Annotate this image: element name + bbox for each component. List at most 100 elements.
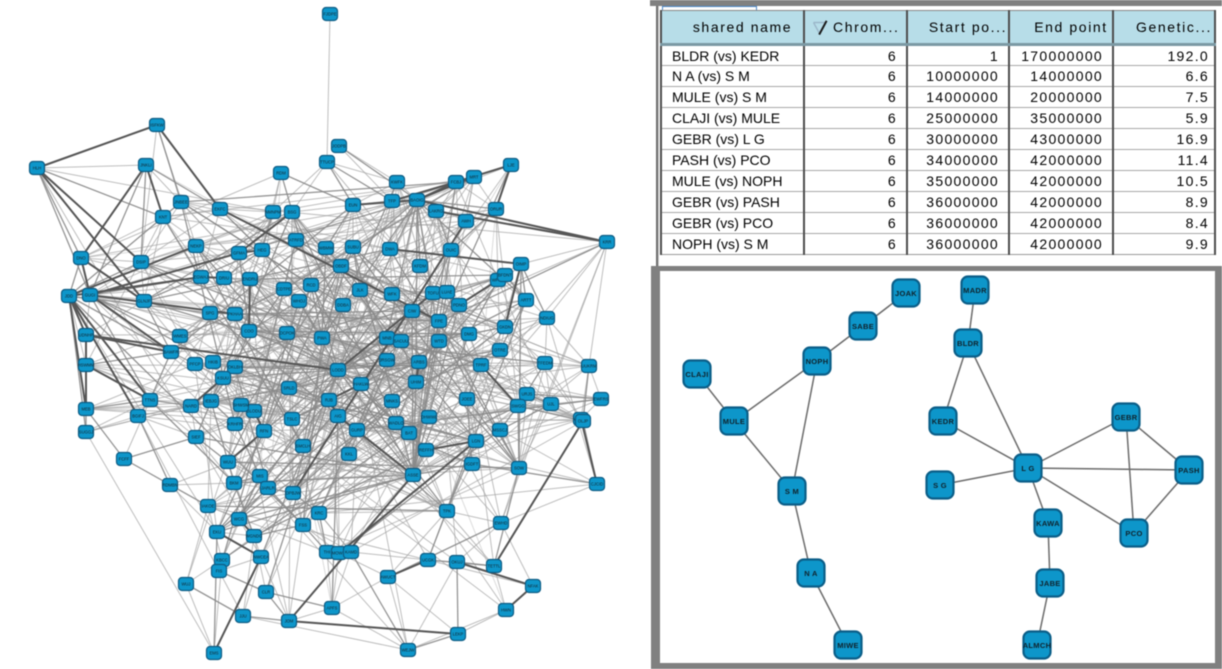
svg-text:HLH: HLH [33, 166, 41, 171]
svg-text:SABE: SABE [852, 322, 874, 331]
svg-text:HEG: HEG [257, 248, 266, 253]
svg-text:TOFU: TOFU [427, 291, 438, 296]
svg-text:KAMD: KAMD [345, 550, 357, 555]
svg-text:EKFC: EKFC [214, 207, 225, 212]
svg-text:DSIP: DSIP [136, 260, 146, 265]
svg-text:URJS: URJS [522, 392, 533, 397]
svg-text:SMCLH: SMCLH [296, 444, 311, 449]
svg-text:NMNPM: NMNPM [265, 210, 281, 215]
svg-text:MOWM: MOWM [332, 551, 347, 556]
svg-text:FPE: FPE [435, 319, 443, 324]
svg-text:WMES: WMES [173, 334, 186, 339]
svg-text:LEKP: LEKP [453, 632, 464, 637]
svg-text:JNBEE: JNBEE [174, 200, 188, 205]
svg-text:OTRE: OTRE [494, 348, 506, 353]
svg-text:CJCID: CJCID [591, 482, 603, 487]
svg-text:JOAK: JOAK [895, 289, 917, 298]
svg-text:ORUR: ORUR [490, 207, 502, 212]
svg-text:SACUU: SACUU [394, 339, 409, 344]
svg-text:EMS: EMS [209, 651, 218, 656]
svg-text:WFK: WFK [387, 292, 397, 297]
svg-text:AIG: AIG [334, 414, 341, 419]
svg-text:TSLC: TSLC [287, 417, 298, 422]
svg-text:TTNS: TTNS [145, 398, 156, 403]
svg-text:RDMBN: RDMBN [162, 483, 177, 488]
svg-text:MSSCJ: MSSCJ [493, 428, 507, 433]
svg-text:NEKP: NEKP [190, 244, 202, 249]
svg-text:OLJP: OLJP [578, 419, 589, 424]
svg-text:UJL: UJL [547, 402, 555, 407]
svg-text:FSS: FSS [299, 523, 307, 528]
svg-text:DDBA: DDBA [337, 303, 349, 308]
svg-text:IGDFT: IGDFT [466, 462, 479, 467]
svg-text:SOW: SOW [514, 466, 524, 471]
svg-text:SUBU: SUBU [347, 245, 359, 250]
svg-text:HWN: HWN [501, 608, 511, 613]
svg-text:TPRF: TPRF [476, 363, 487, 368]
svg-text:PASH: PASH [1178, 466, 1199, 475]
svg-text:WBMW: WBMW [319, 246, 333, 251]
svg-text:DWA: DWA [385, 247, 395, 252]
svg-text:RJB: RJB [325, 398, 333, 403]
svg-text:BLODU: BLODU [247, 409, 261, 414]
svg-text:UUKRM: UUKRM [581, 364, 597, 369]
svg-text:MRT: MRT [470, 175, 479, 180]
svg-text:MIWE: MIWE [837, 641, 859, 650]
svg-text:LODD: LODD [332, 368, 344, 373]
svg-text:TFEDM: TFEDM [538, 361, 553, 366]
svg-text:BAWFR: BAWFR [164, 350, 179, 355]
svg-text:GURP: GURP [351, 428, 363, 433]
svg-text:HSWMM: HSWMM [78, 363, 95, 368]
svg-text:OKUJ: OKUJ [451, 560, 462, 565]
svg-text:PKHAA: PKHAA [228, 312, 242, 317]
svg-text:ARTT: ARTT [521, 298, 532, 303]
svg-text:JARLR: JARLR [261, 486, 274, 491]
svg-text:WEJW: WEJW [402, 648, 415, 653]
svg-text:UCGK: UCGK [422, 558, 434, 563]
svg-text:DRIU: DRIU [219, 276, 229, 281]
svg-text:RCD: RCD [306, 283, 315, 288]
svg-text:PCO: PCO [1125, 529, 1142, 538]
svg-text:FCFF: FCFF [119, 457, 130, 462]
svg-text:ENDRU: ENDRU [243, 277, 258, 282]
svg-text:JDD: JDD [65, 294, 73, 299]
svg-text:NWCEA: NWCEA [253, 555, 269, 560]
svg-text:OIMP: OIMP [516, 262, 527, 267]
svg-text:OPBJW: OPBJW [286, 491, 301, 496]
svg-text:OCPOK: OCPOK [279, 331, 294, 336]
svg-text:JLK: JLK [356, 288, 363, 293]
svg-text:KSUU: KSUU [217, 376, 229, 381]
svg-text:SIEF: SIEF [191, 435, 201, 440]
svg-text:GFMA: GFMA [233, 251, 245, 256]
svg-text:CLAJI: CLAJI [685, 370, 708, 379]
svg-text:SUGGJ: SUGGJ [79, 430, 93, 435]
svg-text:KKL: KKL [345, 452, 354, 457]
svg-text:PFCP: PFCP [189, 362, 200, 367]
svg-text:JRSGW: JRSGW [379, 358, 394, 363]
svg-text:OHWWL: OHWWL [421, 415, 438, 420]
svg-text:PDNO: PDNO [453, 303, 466, 308]
svg-text:HKIB: HKIB [208, 360, 218, 365]
svg-text:KRR: KRR [603, 240, 612, 245]
svg-text:TTUCP: TTUCP [320, 160, 334, 165]
svg-text:S G: S G [933, 481, 947, 490]
svg-text:LGN: LGN [472, 439, 481, 444]
svg-text:SHWSM: SHWSM [233, 403, 250, 408]
svg-text:ATRFD: ATRFD [289, 238, 303, 243]
svg-text:THI: THI [324, 550, 331, 555]
svg-text:FJDPE: FJDPE [323, 12, 336, 17]
svg-text:WUJ: WUJ [181, 582, 190, 587]
svg-text:UDNHP: UDNHP [79, 333, 94, 338]
svg-text:CIW: CIW [408, 309, 416, 314]
svg-text:WHOJ: WHOJ [293, 299, 305, 304]
svg-text:EUN: EUN [349, 203, 358, 208]
svg-text:MIS: MIS [256, 474, 264, 479]
svg-text:TFP: TFP [388, 199, 396, 204]
svg-text:KNT: KNT [159, 215, 168, 220]
svg-text:KEDR: KEDR [932, 417, 955, 426]
svg-text:JABE: JABE [1039, 579, 1060, 588]
svg-text:GLNJF: GLNJF [137, 299, 151, 304]
svg-text:NARD: NARD [185, 404, 197, 409]
svg-text:FCBJ: FCBJ [451, 180, 461, 185]
svg-text:LAKRG: LAKRG [429, 209, 443, 214]
